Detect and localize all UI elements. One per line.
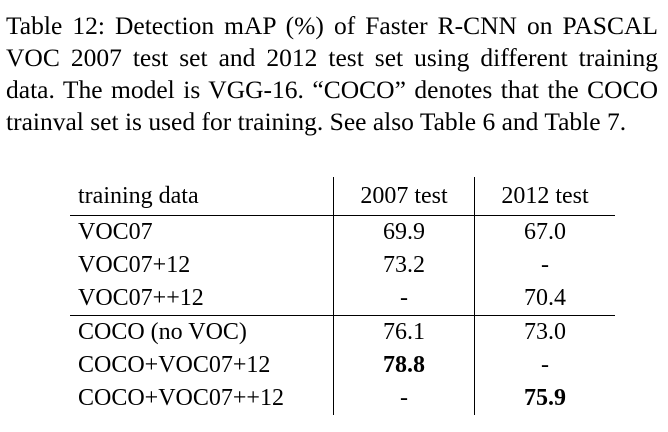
table-row: VOC07 69.9 67.0: [70, 215, 615, 249]
map-2012-cell: 67.0: [524, 219, 566, 245]
table-caption: Table 12: Detection mAP (%) of Faster R-…: [6, 11, 658, 136]
table-row: VOC07++12 - 70.4: [70, 282, 615, 316]
table-row: COCO (no VOC) 76.1 73.0: [70, 315, 615, 349]
map-2012-cell: -: [541, 352, 549, 378]
header-2007-test: 2007 test: [333, 177, 475, 216]
map-2007-cell: 69.9: [333, 215, 475, 249]
map-2012-cell-best: 75.9: [524, 385, 566, 411]
header-training-data: training data: [70, 177, 334, 216]
header-2012-test: 2012 test: [474, 177, 615, 216]
table-row: COCO+VOC07+12 78.8 -: [70, 349, 615, 382]
table-header-row: training data 2007 test 2012 test: [70, 177, 615, 216]
map-2007-cell: 76.1: [333, 315, 475, 349]
map-2012-cell: 70.4: [524, 285, 566, 311]
training-data-cell: VOC07++12: [70, 282, 334, 316]
training-data-cell: COCO (no VOC): [70, 315, 334, 349]
training-data-cell: VOC07+12: [70, 249, 334, 282]
map-2007-cell: -: [333, 382, 475, 415]
map-2012-cell: 73.0: [474, 315, 615, 349]
map-2007-cell: -: [333, 282, 475, 316]
map-2012-cell: -: [541, 252, 549, 278]
table-row: COCO+VOC07++12 - 75.9: [70, 382, 615, 415]
results-table: training data 2007 test 2012 test VOC07 …: [70, 177, 615, 415]
training-data-cell: VOC07: [70, 215, 334, 249]
map-2007-cell-best: 78.8: [333, 349, 475, 382]
training-data-cell: COCO+VOC07++12: [70, 382, 334, 415]
table-row: VOC07+12 73.2 -: [70, 249, 615, 282]
map-2007-cell: 73.2: [333, 249, 475, 282]
training-data-cell: COCO+VOC07+12: [70, 349, 334, 382]
